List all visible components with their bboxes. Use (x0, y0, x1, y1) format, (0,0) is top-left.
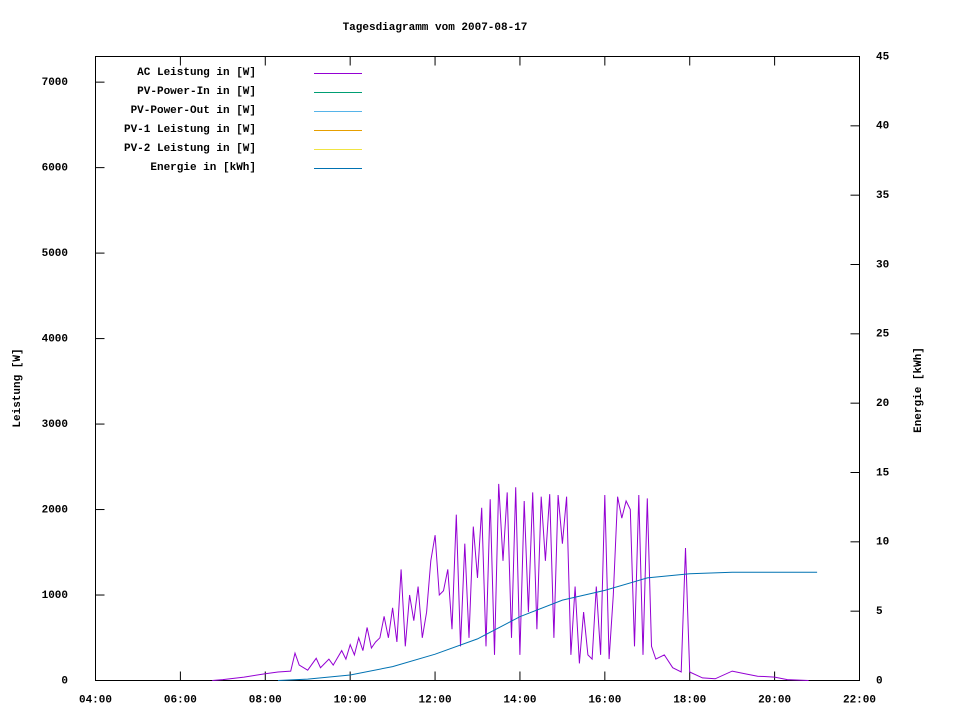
plot-frame (95, 56, 860, 681)
y2-tick-label: 15 (876, 467, 890, 479)
series-line (212, 483, 809, 681)
y2-axis-label: Energie [kWh] (913, 347, 925, 433)
y2-tick-label: 20 (876, 398, 889, 410)
x-tick-label: 04:00 (79, 694, 112, 706)
y-tick-label: 2000 (42, 504, 68, 516)
chart-title: Tagesdiagramm vom 2007-08-17 (343, 22, 528, 34)
y-tick-label: 1000 (42, 590, 68, 602)
y2-tick-label: 5 (876, 606, 883, 618)
x-tick-label: 22:00 (843, 694, 876, 706)
x-tick-label: 18:00 (673, 694, 706, 706)
y-tick-label: 3000 (42, 419, 68, 431)
series-line (277, 571, 818, 681)
x-tick-label: 14:00 (503, 694, 536, 706)
legend-label: PV-Power-Out in [W] (131, 105, 256, 117)
legend-label: PV-Power-In in [W] (137, 86, 256, 98)
y-axis-label: Leistung [W] (12, 348, 24, 427)
y2-tick-label: 25 (876, 329, 890, 341)
y-tick-label: 7000 (42, 77, 68, 89)
x-tick-label: 20:00 (758, 694, 791, 706)
x-tick-label: 10:00 (334, 694, 367, 706)
y-tick-label: 4000 (42, 333, 68, 345)
x-tick-label: 16:00 (588, 694, 621, 706)
y-tick-label: 0 (61, 675, 68, 687)
legend-label: AC Leistung in [W] (137, 67, 256, 79)
y2-tick-label: 10 (876, 537, 889, 549)
y-tick-label: 6000 (42, 163, 68, 175)
y-tick-label: 5000 (42, 248, 68, 260)
y2-tick-label: 30 (876, 259, 889, 271)
x-tick-label: 08:00 (249, 694, 282, 706)
legend-label: PV-2 Leistung in [W] (124, 143, 256, 155)
x-tick-label: 06:00 (164, 694, 197, 706)
y2-tick-label: 40 (876, 121, 889, 133)
x-tick-label: 12:00 (419, 694, 452, 706)
legend-label: PV-1 Leistung in [W] (124, 124, 256, 136)
y2-tick-label: 35 (876, 190, 890, 202)
y2-tick-label: 0 (876, 675, 883, 687)
y2-tick-label: 45 (876, 51, 890, 63)
legend-label: Energie in [kWh] (150, 162, 256, 174)
